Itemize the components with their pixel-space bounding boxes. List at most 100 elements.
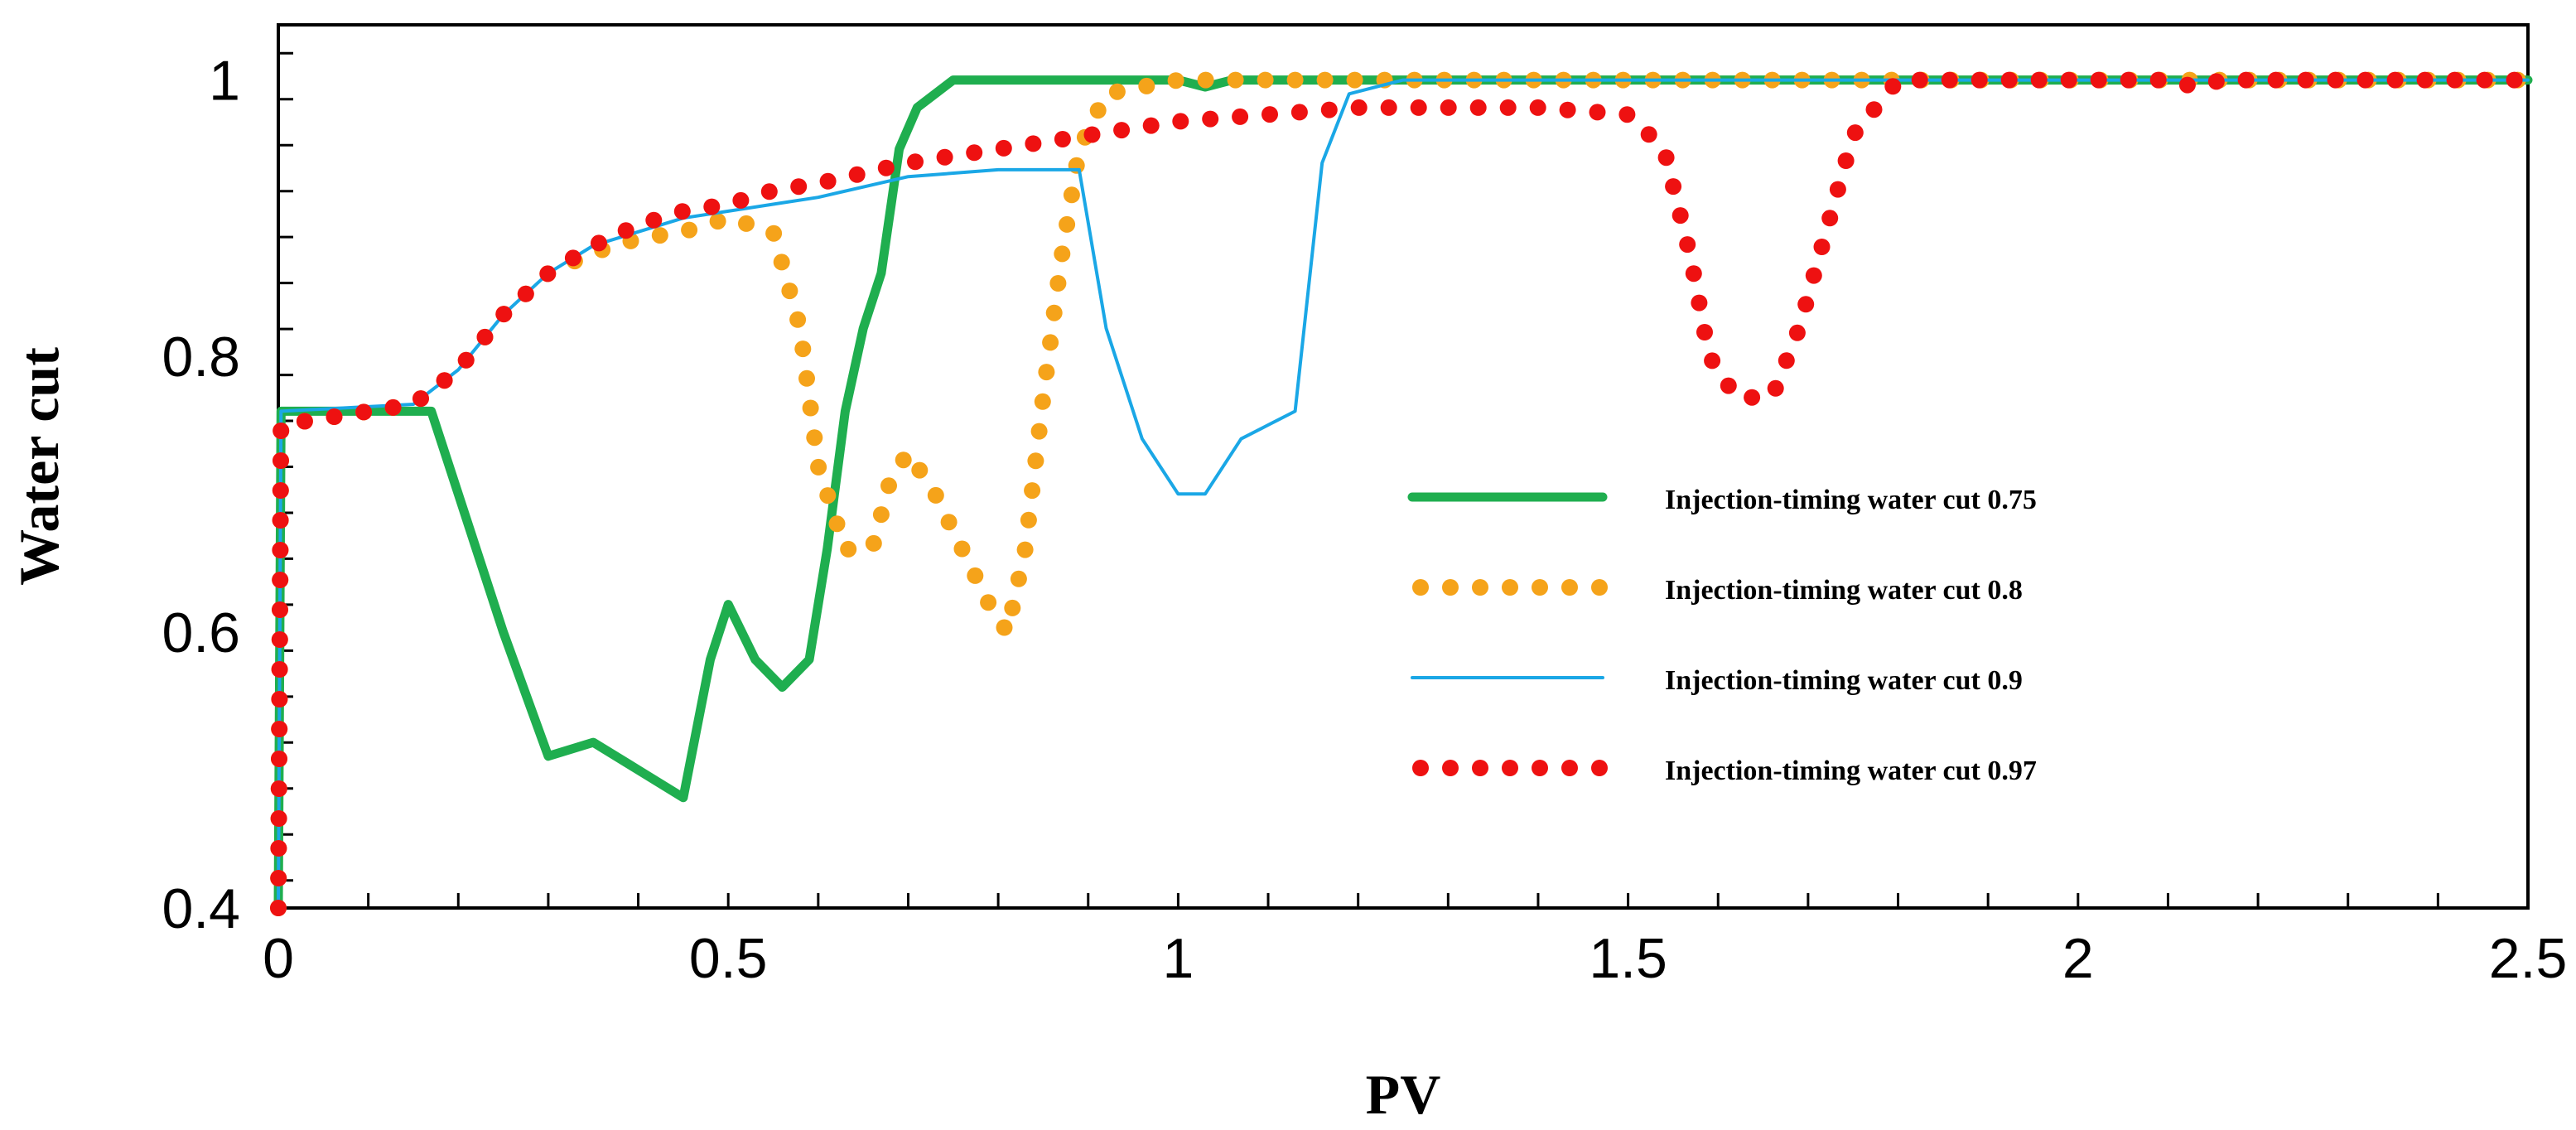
series-point: [995, 139, 1012, 157]
series-point: [1685, 265, 1702, 282]
series-point: [681, 221, 698, 239]
series-point: [936, 148, 953, 166]
series-point: [273, 452, 289, 469]
y-tick-labels: 0.4 0.6 0.8 1: [162, 50, 240, 940]
series-point: [1767, 379, 1784, 397]
series-point: [270, 810, 287, 827]
series-point: [953, 540, 971, 558]
series-point: [709, 213, 726, 230]
axis-ticks: [278, 51, 2439, 908]
series-point: [270, 870, 287, 886]
legend-label: Injection-timing water cut 0.97: [1665, 756, 2037, 786]
series-point: [1020, 511, 1037, 529]
series-point: [760, 183, 778, 200]
legend-item: Injection-timing water cut 0.8: [1412, 575, 2023, 606]
y-tick-label: 0.4: [162, 877, 240, 940]
legend-swatch-dot: [1412, 579, 1429, 596]
series-point: [1059, 215, 1076, 233]
series-point: [1529, 99, 1546, 116]
series-point: [732, 191, 750, 209]
series-point: [1049, 275, 1067, 292]
series-point: [865, 534, 882, 552]
series-point: [738, 215, 755, 232]
series-point: [1821, 210, 1839, 227]
series-point: [1004, 599, 1021, 616]
series-point: [1320, 101, 1338, 118]
plot-frame: [277, 23, 2530, 910]
series-point: [1142, 117, 1160, 134]
series-point: [272, 542, 289, 558]
x-tick-label: 0: [263, 927, 294, 990]
series-point: [2120, 71, 2137, 89]
series-point: [1172, 113, 1189, 130]
series-point: [517, 285, 534, 302]
series-point: [1257, 71, 1274, 89]
series-point: [1469, 99, 1487, 116]
series-point: [271, 721, 288, 737]
y-tick-label: 0.6: [162, 601, 240, 664]
series-point: [1054, 131, 1071, 147]
series-point: [412, 390, 429, 408]
series-point: [1025, 135, 1042, 152]
series-point: [1788, 324, 1806, 341]
legend-swatch-dot: [1472, 760, 1488, 776]
x-tick-label: 1.5: [1589, 927, 1667, 990]
legend-swatch-dot: [1532, 579, 1548, 596]
series-point: [1113, 122, 1131, 139]
series-point: [2416, 71, 2434, 89]
legend-label: Injection-timing water cut 0.9: [1665, 665, 2023, 696]
series-point: [1108, 83, 1126, 100]
series-point: [848, 166, 866, 183]
legend-swatch-dot: [1472, 579, 1488, 596]
series-point: [326, 408, 343, 425]
series-line: [277, 78, 2530, 910]
series-3: [277, 78, 2530, 910]
series-point: [1696, 324, 1713, 340]
series-point: [1197, 71, 1214, 89]
series-point: [2060, 71, 2077, 89]
series-point: [765, 225, 783, 242]
series-point: [2386, 71, 2404, 89]
series-point: [1083, 126, 1101, 143]
series-point: [673, 203, 691, 220]
series-point: [457, 351, 475, 369]
series-point: [996, 619, 1013, 636]
series-point: [1837, 152, 1855, 169]
series-point: [591, 234, 607, 252]
series-point: [651, 227, 668, 244]
legend-swatch-dot: [1561, 760, 1578, 776]
series-point: [1499, 99, 1517, 116]
series-point: [270, 840, 287, 857]
x-tick-label: 2.5: [2489, 927, 2568, 990]
series-point: [1027, 452, 1044, 470]
series-point: [1089, 102, 1107, 119]
legend-label: Injection-timing water cut 0.8: [1665, 575, 2023, 606]
series-point: [927, 486, 944, 504]
series-point: [798, 369, 815, 387]
series-point: [828, 515, 846, 533]
legend-swatch-dot: [1442, 760, 1459, 776]
series-point: [1045, 304, 1063, 321]
series-point: [271, 751, 287, 767]
series-point: [1829, 181, 1846, 198]
legend-swatch-dot: [1591, 579, 1608, 596]
series-point: [789, 311, 807, 328]
series-point: [840, 540, 857, 558]
series-2: [270, 71, 2526, 916]
series-point: [1797, 296, 1815, 313]
legend-item: Injection-timing water cut 0.9: [1411, 665, 2023, 696]
series-point: [1971, 71, 1988, 89]
series-point: [2237, 71, 2255, 89]
series-point: [1042, 334, 1059, 351]
series-point: [564, 249, 581, 267]
series-line: [273, 75, 2533, 913]
series-point: [1054, 245, 1071, 263]
series-point: [1679, 236, 1696, 254]
series-point: [1410, 99, 1427, 116]
series-point: [271, 631, 288, 648]
series-point: [872, 506, 890, 524]
series-point: [1640, 126, 1657, 143]
x-axis-title: PV: [1366, 1063, 1441, 1126]
series-point: [617, 222, 634, 239]
